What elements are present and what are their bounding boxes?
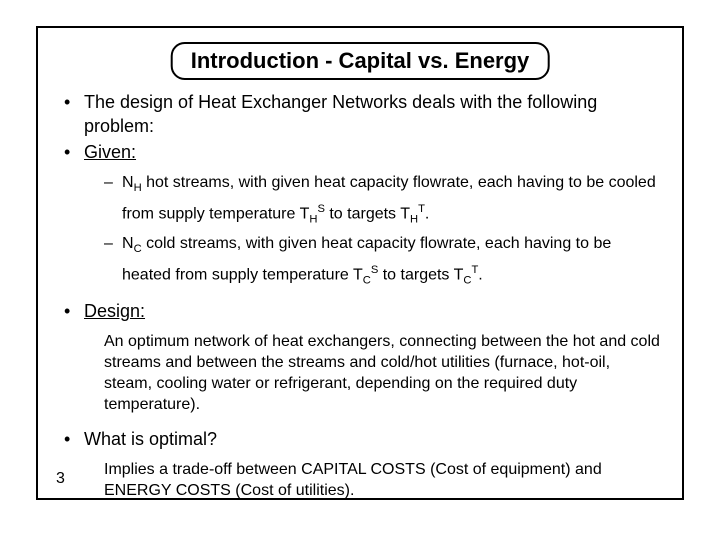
bullet-design: • Design: — [64, 299, 662, 323]
bullet-intro-text: The design of Heat Exchanger Networks de… — [84, 90, 662, 138]
dash-icon: – — [104, 172, 122, 193]
page-number: 3 — [56, 470, 65, 488]
slide-frame: Introduction - Capital vs. Energy • The … — [36, 26, 684, 500]
dash-icon: – — [104, 233, 122, 254]
bullet-dot: • — [64, 299, 84, 323]
optimal-body: Implies a trade-off between CAPITAL COST… — [104, 459, 662, 501]
bullet-optimal: • What is optimal? — [64, 427, 662, 451]
slide-title: Introduction - Capital vs. Energy — [191, 48, 530, 74]
given-sub-1: – NH hot streams, with given heat capaci… — [104, 172, 662, 231]
given-sub-2: – NC cold streams, with given heat capac… — [104, 233, 662, 292]
given-sub-2-text: NC cold streams, with given heat capacit… — [122, 233, 662, 292]
design-body: An optimum network of heat exchangers, c… — [104, 331, 662, 415]
given-label: Given: — [84, 140, 136, 164]
design-label: Design: — [84, 299, 145, 323]
title-box: Introduction - Capital vs. Energy — [171, 42, 550, 80]
bullet-dot: • — [64, 427, 84, 451]
bullet-dot: • — [64, 90, 84, 114]
bullet-dot: • — [64, 140, 84, 164]
optimal-label: What is optimal? — [84, 427, 217, 451]
bullet-intro: • The design of Heat Exchanger Networks … — [64, 90, 662, 138]
given-sub-1-text: NH hot streams, with given heat capacity… — [122, 172, 662, 231]
slide-content: • The design of Heat Exchanger Networks … — [64, 90, 662, 503]
bullet-given: • Given: — [64, 140, 662, 164]
